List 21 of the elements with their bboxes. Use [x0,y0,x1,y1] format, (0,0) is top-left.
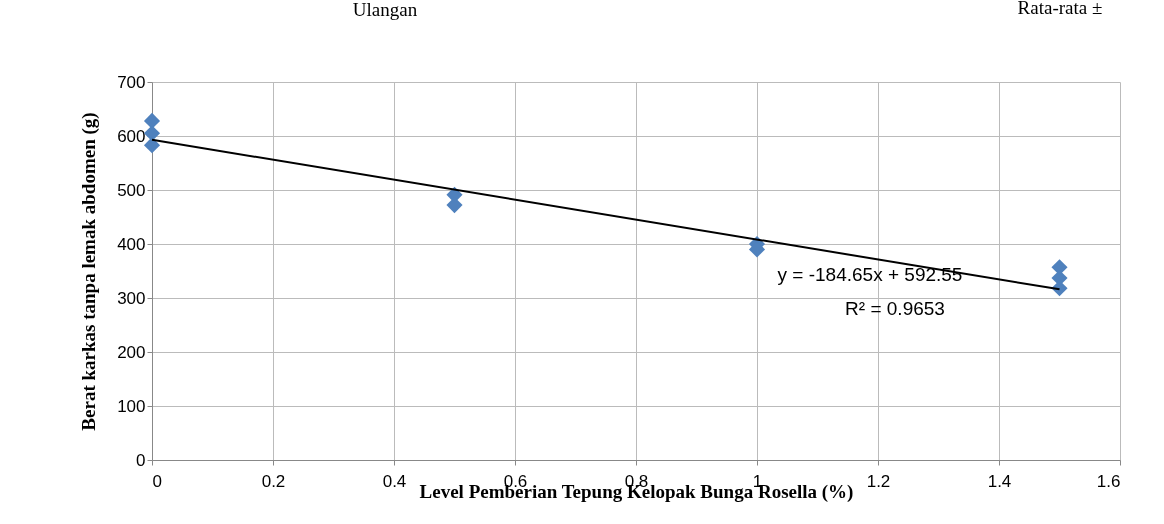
y-tick-label: 400 [117,234,146,254]
x-tick-label: 1.4 [987,471,1012,491]
annotation: y = -184.65x + 592.55 [777,264,963,285]
x-tick-label: 0.2 [261,471,286,491]
x-tick-label: 1.2 [866,471,891,491]
y-tick-label: 200 [117,342,146,362]
x-tick-label: 0.4 [382,471,407,491]
y-tick-label: 600 [117,126,146,146]
text: Rata-rata ± [1017,0,1103,18]
y-tick-label: 300 [117,288,146,308]
point [143,137,161,154]
annotation: R² = 0.9653 [845,298,945,319]
x-tick-label: 0 [152,471,162,491]
y-tick-label: 100 [117,396,146,416]
point [143,112,161,129]
y-tick-label: 500 [117,180,146,200]
x-tick-label: 1.6 [1096,471,1121,491]
text: Ulangan [352,0,418,20]
y-axis-title: Berat karkas tanpa lemak abdomen (g) [78,112,101,431]
y-tick-label: 0 [136,450,146,470]
y-tick-label: 700 [117,72,146,92]
